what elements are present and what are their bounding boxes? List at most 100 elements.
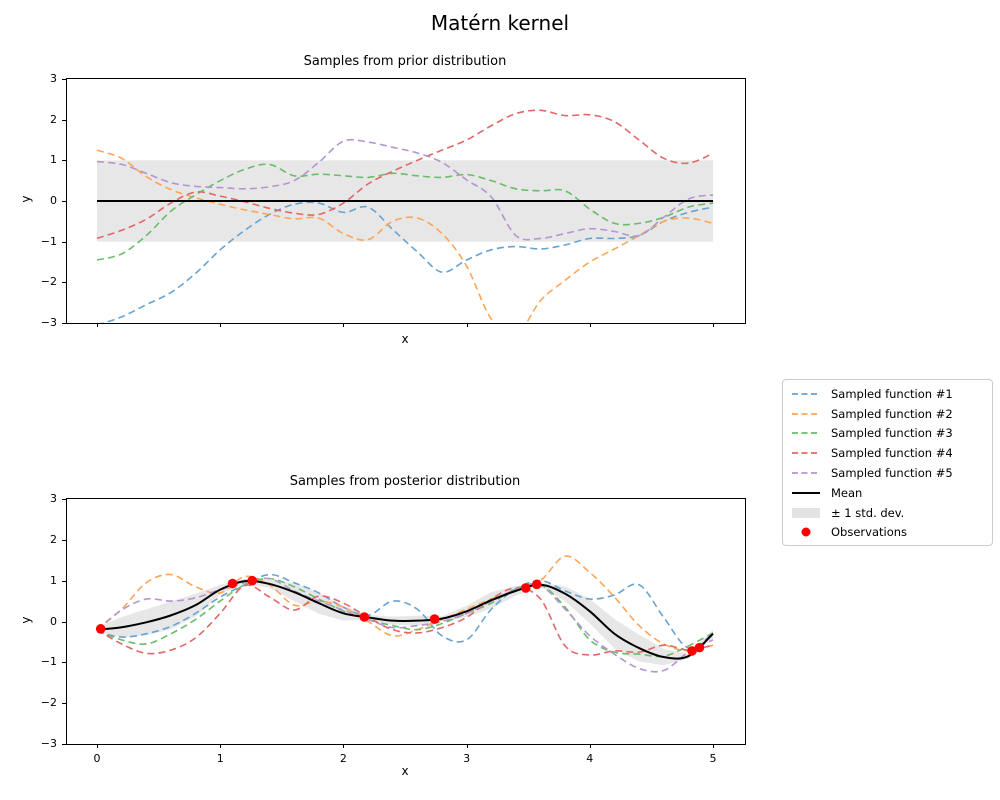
y-tick: [62, 79, 66, 80]
observation-point: [227, 578, 238, 589]
std-dev-band: [97, 579, 713, 666]
y-tick: [62, 703, 66, 705]
figure-title: Matérn kernel: [430, 11, 570, 35]
posterior-plot: 0 1 2 3 4 5 3 2 1 0 −1 −2 −3: [41, 492, 746, 765]
x-tick-label: 2: [339, 752, 347, 765]
sampled-function-1-line: [100, 201, 714, 323]
legend-item-label: Mean: [831, 485, 863, 500]
posterior-xaxis-label: x: [401, 764, 409, 778]
x-tick: [97, 744, 98, 748]
sampled-function-4-line: [96, 584, 714, 656]
legend-sample-dashed-icon: [792, 432, 820, 435]
legend-item-label: Sampled function #5: [831, 466, 953, 481]
y-tick: [62, 621, 66, 623]
y-tick: [62, 539, 66, 541]
observation-point: [359, 612, 370, 622]
legend-sample-patch-icon: [792, 507, 820, 518]
y-tick-label: −3: [40, 737, 57, 750]
y-tick-label: −1: [40, 234, 57, 248]
y-tick: [62, 662, 66, 664]
observation-point: [520, 583, 531, 593]
y-tick: [62, 241, 66, 243]
prior-plot: 3 2 1 0 −1 −2 −3: [41, 72, 746, 329]
x-tick: [589, 323, 591, 327]
x-tick: [713, 744, 714, 748]
legend-item-label: Sampled function #2: [831, 406, 953, 421]
posterior-plot-canvas: [95, 555, 714, 673]
x-tick-label: 4: [586, 752, 594, 765]
x-tick: [220, 744, 222, 748]
observation-point: [247, 575, 258, 586]
sampled-function-5-line: [96, 138, 714, 241]
x-tick-label: 3: [463, 752, 471, 765]
y-tick-label: −1: [40, 655, 57, 669]
y-tick-label: 2: [50, 112, 57, 126]
y-tick: [62, 499, 66, 500]
legend-sample-solid-icon: [792, 491, 820, 494]
legend-sample-dashed-icon: [792, 412, 820, 415]
x-tick-label: 1: [216, 752, 224, 765]
x-tick: [220, 323, 222, 327]
y-tick-label: 3: [50, 72, 57, 85]
legend-sample-dot-icon: [801, 527, 811, 537]
sampled-function-3-line: [96, 163, 714, 261]
legend-item-label: Sampled function #3: [831, 426, 953, 441]
y-tick-label: 1: [50, 153, 57, 167]
observation-point: [687, 646, 697, 656]
legend-sample-dashed-icon: [792, 472, 820, 474]
prior-plot-title: Samples from prior distribution: [303, 54, 507, 69]
posterior-yaxis-label: y: [19, 616, 33, 624]
mean-line: [96, 579, 714, 660]
posterior-plot-title: Samples from posterior distribution: [289, 474, 521, 489]
legend-item-label: Observations: [831, 525, 908, 540]
y-tick: [62, 160, 66, 162]
sampled-function-2-line: [96, 555, 714, 652]
legend-item: Mean: [791, 483, 992, 503]
observation-point: [95, 624, 106, 634]
sampled-function-3-line: [96, 577, 714, 658]
x-tick-label: 0: [93, 752, 101, 765]
legend-item: Sampled function #1: [791, 384, 992, 404]
x-tick-label: 5: [709, 752, 717, 765]
y-tick-label: 0: [50, 194, 57, 207]
x-tick: [343, 323, 345, 327]
sampled-function-2-line: [96, 149, 714, 323]
x-tick: [713, 323, 714, 327]
y-tick: [62, 119, 66, 121]
y-tick: [62, 201, 66, 202]
sampled-function-5-line: [96, 577, 714, 673]
y-tick-label: −2: [40, 275, 57, 289]
x-tick: [466, 323, 468, 327]
legend-sample-dashed-icon: [792, 392, 820, 395]
legend-item: Sampled function #2: [791, 404, 992, 424]
legend-item: Sampled function #3: [791, 424, 992, 444]
y-tick-label: 0: [50, 614, 57, 628]
prior-plot-canvas: [96, 109, 714, 323]
y-tick: [62, 323, 66, 324]
observation-point: [694, 642, 705, 653]
legend: Sampled function #1 Sampled function #2 Sa…: [782, 379, 993, 546]
x-tick: [589, 744, 591, 748]
y-tick-label: 1: [50, 573, 57, 587]
y-tick: [62, 282, 66, 284]
sampled-function-1-line: [96, 573, 714, 650]
legend-item: ± 1 std. dev.: [791, 503, 992, 523]
legend-item-label: ± 1 std. dev.: [831, 505, 905, 520]
x-tick: [97, 323, 98, 327]
legend-item: Sampled function #5: [791, 463, 992, 483]
y-tick: [62, 744, 66, 745]
legend-sample-dashed-icon: [792, 452, 820, 455]
legend-item: Observations: [791, 523, 992, 543]
legend-item-label: Sampled function #4: [831, 446, 953, 461]
legend-item-label: Sampled function #1: [831, 386, 953, 401]
y-tick-label: −2: [40, 696, 57, 710]
y-tick-label: 2: [50, 532, 57, 546]
observation-point: [532, 579, 542, 590]
observation-point: [429, 614, 440, 624]
x-tick: [466, 744, 468, 748]
x-tick: [343, 744, 345, 748]
prior-yaxis-label: y: [19, 195, 33, 203]
legend-item: Sampled function #4: [791, 443, 992, 463]
y-tick-label: −3: [40, 316, 57, 329]
prior-xaxis-label: x: [401, 332, 409, 346]
